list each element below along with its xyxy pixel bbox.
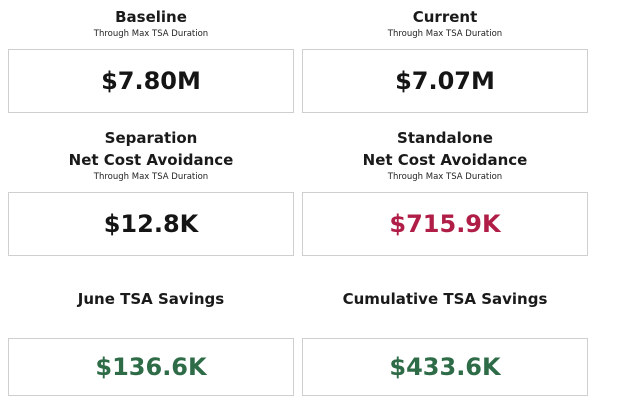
separation-value: $12.8K bbox=[8, 192, 294, 256]
current-title: Current bbox=[412, 8, 478, 26]
standalone-title-line2: Net Cost Avoidance bbox=[362, 151, 528, 169]
current-subtitle: Through Max TSA Duration bbox=[387, 29, 503, 39]
standalone-value: $715.9K bbox=[302, 192, 588, 256]
baseline-subtitle: Through Max TSA Duration bbox=[93, 29, 209, 39]
separation-subtitle: Through Max TSA Duration bbox=[93, 172, 209, 182]
june-savings-value: $136.6K bbox=[8, 338, 294, 396]
cumulative-savings-title: Cumulative TSA Savings bbox=[342, 290, 548, 308]
june-savings-kpi-tile: June TSA Savings $136.6K bbox=[8, 288, 294, 398]
baseline-value: $7.80M bbox=[8, 49, 294, 113]
june-savings-title: June TSA Savings bbox=[77, 290, 225, 308]
baseline-title: Baseline bbox=[115, 8, 187, 26]
separation-title-line1: Separation bbox=[104, 129, 198, 147]
cumulative-savings-value: $433.6K bbox=[302, 338, 588, 396]
standalone-subtitle: Through Max TSA Duration bbox=[387, 172, 503, 182]
standalone-title-line1: Standalone bbox=[397, 129, 493, 147]
separation-title-line2: Net Cost Avoidance bbox=[68, 151, 234, 169]
current-value: $7.07M bbox=[302, 49, 588, 113]
cumulative-savings-kpi-tile: Cumulative TSA Savings $433.6K bbox=[302, 288, 588, 398]
separation-kpi-tile: Separation Net Cost Avoidance Through Ma… bbox=[8, 127, 294, 259]
current-kpi-tile: Current Through Max TSA Duration $7.07M bbox=[302, 6, 588, 116]
standalone-kpi-tile: Standalone Net Cost Avoidance Through Ma… bbox=[302, 127, 588, 259]
baseline-kpi-tile: Baseline Through Max TSA Duration $7.80M bbox=[8, 6, 294, 116]
